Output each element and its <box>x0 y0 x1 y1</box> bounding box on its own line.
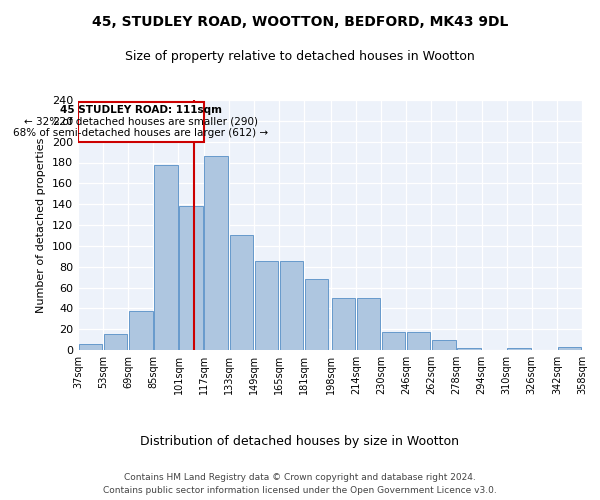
Text: ← 32% of detached houses are smaller (290): ← 32% of detached houses are smaller (29… <box>24 117 258 127</box>
Bar <box>305 279 328 350</box>
Text: Contains public sector information licensed under the Open Government Licence v3: Contains public sector information licen… <box>103 486 497 495</box>
Text: Size of property relative to detached houses in Wootton: Size of property relative to detached ho… <box>125 50 475 63</box>
Text: 45 STUDLEY ROAD: 111sqm: 45 STUDLEY ROAD: 111sqm <box>60 106 222 116</box>
Bar <box>154 164 178 350</box>
FancyBboxPatch shape <box>78 102 203 142</box>
Bar <box>332 298 355 350</box>
Y-axis label: Number of detached properties: Number of detached properties <box>37 138 46 312</box>
Bar <box>280 262 304 350</box>
Bar <box>457 348 481 350</box>
Bar <box>508 348 531 350</box>
Bar <box>254 262 278 350</box>
Bar <box>382 332 406 350</box>
Bar <box>104 334 127 350</box>
Bar <box>205 156 228 350</box>
Bar <box>583 348 600 350</box>
Text: 45, STUDLEY ROAD, WOOTTON, BEDFORD, MK43 9DL: 45, STUDLEY ROAD, WOOTTON, BEDFORD, MK43… <box>92 15 508 29</box>
Bar <box>79 344 103 350</box>
Bar <box>432 340 455 350</box>
Bar <box>179 206 203 350</box>
Text: Contains HM Land Registry data © Crown copyright and database right 2024.: Contains HM Land Registry data © Crown c… <box>124 472 476 482</box>
Bar <box>407 332 430 350</box>
Bar <box>557 347 581 350</box>
Bar <box>230 236 253 350</box>
Bar <box>356 298 380 350</box>
Text: 68% of semi-detached houses are larger (612) →: 68% of semi-detached houses are larger (… <box>13 128 268 138</box>
Bar <box>129 312 152 350</box>
Text: Distribution of detached houses by size in Wootton: Distribution of detached houses by size … <box>140 435 460 448</box>
